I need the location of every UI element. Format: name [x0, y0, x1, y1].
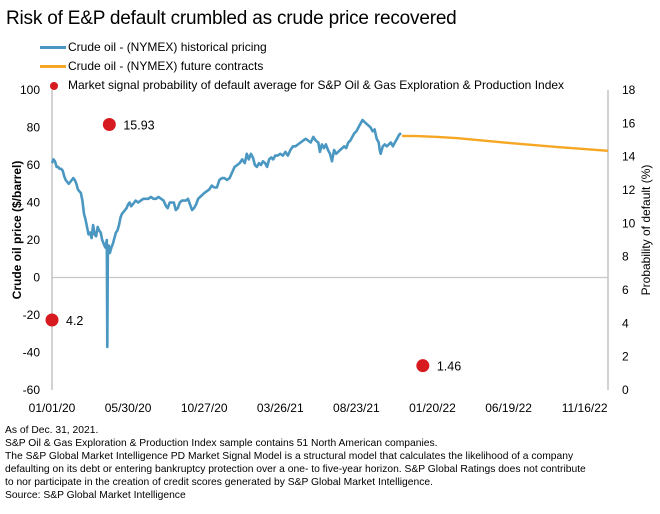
legend-swatch-future: [40, 65, 66, 68]
y2-tick-label: 10: [622, 216, 636, 230]
y-tick-label: -40: [23, 346, 41, 360]
y-tick-label: 0: [33, 271, 40, 285]
legend-label-historical: Crude oil - (NYMEX) historical pricing: [68, 40, 267, 54]
legend: Crude oil - (NYMEX) historical pricing C…: [40, 38, 564, 95]
legend-item-historical: Crude oil - (NYMEX) historical pricing: [40, 38, 564, 57]
chart-title: Risk of E&P default crumbled as crude pr…: [6, 8, 457, 29]
y2-tick-label: 4: [622, 316, 629, 330]
y2-tick-label: 2: [622, 350, 629, 364]
footnote-model-2: defaulting on its debt or entering bankr…: [5, 464, 586, 475]
x-tick-label: 03/26/21: [257, 401, 304, 415]
y-tick-label: 20: [27, 233, 41, 247]
series-historical-line: [50, 118, 402, 349]
y2-tick-label: 0: [622, 383, 629, 397]
footnote-date: As of Dec. 31, 2021.: [5, 425, 99, 436]
x-tick-label: 06/19/22: [485, 401, 532, 415]
default-probability-label: 1.46: [437, 360, 461, 374]
default-probability-dot: [102, 118, 116, 131]
y2-tick-label: 18: [622, 83, 636, 97]
y-axis-title: Crude oil price ($/barrel): [10, 161, 24, 300]
y2-tick-label: 8: [622, 250, 629, 264]
footnotes: As of Dec. 31, 2021. S&P Oil & Gas Explo…: [5, 424, 655, 502]
y2-tick-label: 6: [622, 283, 629, 297]
x-tick-label: 01/01/20: [29, 401, 76, 415]
footnote-source: Source: S&P Global Market Intelligence: [5, 490, 186, 501]
y-tick-label: 80: [27, 121, 41, 135]
footnote-sample: S&P Oil & Gas Exploration & Production I…: [5, 438, 438, 449]
footnote-model-1: The S&P Global Market Intelligence PD Ma…: [5, 451, 574, 462]
legend-label-default-probability: Market signal probability of default ave…: [68, 78, 565, 92]
y2-tick-label: 14: [622, 150, 636, 164]
series-future-line: [401, 134, 609, 152]
y-tick-label: 100: [20, 83, 40, 97]
y-tick-label: -60: [23, 383, 41, 397]
y2-axis-title: Probability of default (%): [639, 165, 653, 296]
x-tick-label: 01/20/22: [409, 401, 456, 415]
default-probability-label: 15.93: [123, 119, 154, 133]
y-tick-label: 60: [27, 158, 41, 172]
legend-swatch-historical: [40, 46, 66, 49]
legend-label-future: Crude oil - (NYMEX) future contracts: [68, 59, 264, 73]
legend-item-default-probability: Market signal probability of default ave…: [40, 76, 564, 95]
legend-swatch-dot: [50, 81, 58, 90]
y2-tick-label: 16: [622, 116, 636, 130]
x-tick-label: 08/23/21: [333, 401, 380, 415]
x-tick-label: 11/16/22: [562, 401, 608, 415]
y2-tick-label: 12: [622, 183, 636, 197]
x-tick-label: 05/30/20: [105, 401, 152, 415]
y-tick-label: -20: [23, 308, 41, 322]
default-probability-dot: [416, 359, 430, 373]
footnote-model-3: to nor participate in the creation of cr…: [5, 477, 433, 488]
default-probability-dot: [45, 313, 59, 327]
legend-item-future: Crude oil - (NYMEX) future contracts: [40, 57, 564, 76]
x-tick-label: 10/27/20: [181, 401, 228, 415]
default-probability-label: 4.2: [66, 314, 83, 328]
y-tick-label: 40: [27, 196, 41, 210]
